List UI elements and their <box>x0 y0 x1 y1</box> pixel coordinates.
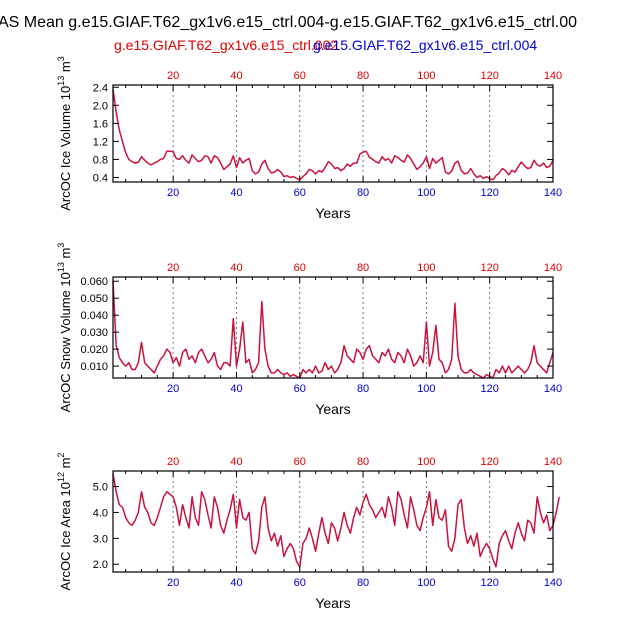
x-tick-label-top: 20 <box>167 456 179 468</box>
y-tick-label: 0.010 <box>80 361 108 373</box>
x-tick-label-top: 120 <box>481 456 499 468</box>
subtitle-blue: g.e15.GIAF.T62_gx1v6.e15_ctrl.004 <box>313 37 537 53</box>
y-label-unit-exp: 3 <box>56 243 66 248</box>
x-tick-label-bottom: 40 <box>230 577 242 589</box>
y-tick-label: 1.6 <box>93 118 108 130</box>
x-tick-label-top: 140 <box>544 262 562 274</box>
x-tick-label-bottom: 120 <box>481 577 499 589</box>
plot-frame <box>112 470 554 573</box>
x-tick-label-top: 40 <box>230 70 242 82</box>
y-tick-label: 2.4 <box>93 82 108 94</box>
x-tick-label-top: 60 <box>294 262 306 274</box>
x-axis-label: Years <box>315 595 350 611</box>
y-label-main: ArcOC Snow Volume 10 <box>58 272 73 412</box>
x-tick-label-bottom: 140 <box>544 383 562 395</box>
y-axis-label: ArcOC Snow Volume 1013 m3 <box>56 243 73 413</box>
panel-2: 20 20 40 40 60 60 80 80 100 100 120 120 140 140 0.010 0… <box>56 243 562 417</box>
x-tick-label-bottom: 60 <box>294 577 306 589</box>
x-tick-label-bottom: 80 <box>357 383 369 395</box>
x-tick-label-bottom: 20 <box>167 383 179 395</box>
x-tick-label-bottom: 40 <box>230 383 242 395</box>
x-tick-label-top: 80 <box>357 456 369 468</box>
x-tick-label-bottom: 60 <box>294 383 306 395</box>
x-tick-label-top: 100 <box>417 456 435 468</box>
x-tick-label-top: 140 <box>544 456 562 468</box>
y-label-exp: 13 <box>56 262 66 272</box>
x-tick-label-top: 100 <box>417 70 435 82</box>
x-tick-label-bottom: 100 <box>417 187 435 199</box>
y-tick-label: 5.0 <box>93 482 108 494</box>
y-tick-label: 0.8 <box>93 154 108 166</box>
x-tick-label-bottom: 100 <box>417 577 435 589</box>
x-tick-label-top: 140 <box>544 70 562 82</box>
y-tick-label: 2.0 <box>93 100 108 112</box>
x-tick-label-bottom: 20 <box>167 187 179 199</box>
series-line-1 <box>112 473 561 568</box>
y-tick-label: 4.0 <box>93 507 108 519</box>
y-tick-label: 0.040 <box>80 310 108 322</box>
y-tick-label: 3.0 <box>93 533 108 545</box>
y-label-unit: m <box>58 458 73 472</box>
y-axis-label: ArcOC Ice Volume 1013 m3 <box>56 56 73 210</box>
y-axis-label: ArcOC Ice Area 1012 m2 <box>56 453 73 591</box>
y-label-unit-exp: 3 <box>56 56 66 61</box>
figure-title: AS Mean g.e15.GIAF.T62_gx1v6.e15_ctrl.00… <box>0 14 577 31</box>
x-tick-label-bottom: 120 <box>481 187 499 199</box>
x-tick-label-top: 60 <box>294 70 306 82</box>
x-axis-label: Years <box>315 401 350 417</box>
x-tick-label-bottom: 140 <box>544 187 562 199</box>
x-tick-label-top: 60 <box>294 456 306 468</box>
x-tick-label-bottom: 60 <box>294 187 306 199</box>
subtitle-red: g.e15.GIAF.T62_gx1v6.e15_ctrl.002 <box>114 37 338 53</box>
x-tick-label-bottom: 140 <box>544 577 562 589</box>
y-label-unit: m <box>58 61 73 75</box>
plot-frame <box>112 84 554 183</box>
y-tick-label: 0.050 <box>80 293 108 305</box>
panel-3: 20 20 40 40 60 60 80 80 100 100 120 120 140 140 2.0 3.0… <box>56 453 562 611</box>
y-label-exp: 12 <box>56 472 66 482</box>
x-tick-label-top: 120 <box>481 262 499 274</box>
x-tick-label-top: 100 <box>417 262 435 274</box>
y-tick-label: 0.020 <box>80 344 108 356</box>
x-tick-label-top: 120 <box>481 70 499 82</box>
x-tick-label-top: 40 <box>230 456 242 468</box>
series-line-1 <box>112 89 554 181</box>
y-label-main: ArcOC Ice Area 10 <box>58 482 73 590</box>
y-tick-label: 2.0 <box>93 559 108 571</box>
x-axis-label: Years <box>315 205 350 221</box>
y-tick-label: 0.060 <box>80 276 108 288</box>
y-label-unit-exp: 2 <box>56 453 66 458</box>
x-tick-label-bottom: 80 <box>357 187 369 199</box>
y-tick-label: 1.2 <box>93 136 108 148</box>
x-tick-label-top: 40 <box>230 262 242 274</box>
series-line-1 <box>112 281 554 379</box>
y-label-main: ArcOC Ice Volume 10 <box>58 86 73 211</box>
y-label-unit: m <box>58 248 73 262</box>
x-tick-label-bottom: 80 <box>357 577 369 589</box>
y-tick-label: 0.030 <box>80 327 108 339</box>
x-tick-label-top: 20 <box>167 70 179 82</box>
x-tick-label-bottom: 20 <box>167 577 179 589</box>
y-label-exp: 13 <box>56 76 66 86</box>
y-tick-label: 0.4 <box>93 172 108 184</box>
x-tick-label-bottom: 100 <box>417 383 435 395</box>
x-tick-label-top: 20 <box>167 262 179 274</box>
x-tick-label-top: 80 <box>357 70 369 82</box>
x-tick-label-bottom: 120 <box>481 383 499 395</box>
x-tick-label-top: 80 <box>357 262 369 274</box>
plot-frame <box>112 276 554 379</box>
x-tick-label-bottom: 40 <box>230 187 242 199</box>
panel-1: 20 20 40 40 60 60 80 80 100 100 120 120 140 140 0.4 0.8… <box>56 56 562 221</box>
